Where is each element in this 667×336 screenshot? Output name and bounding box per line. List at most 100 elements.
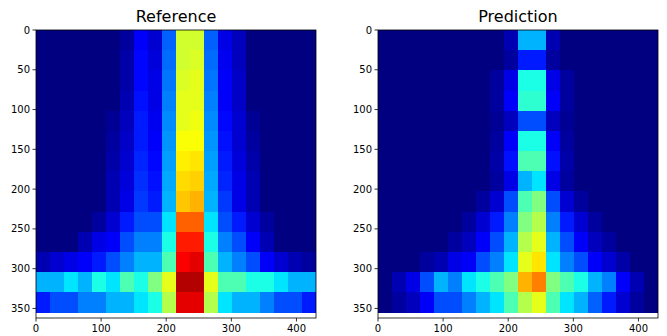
heatmap-cell: [574, 232, 589, 253]
heatmap-cell: [64, 91, 79, 112]
y-tick: [375, 149, 379, 150]
heatmap-cell: [392, 292, 407, 313]
heatmap-cell: [92, 50, 107, 71]
heatmap-cell: [504, 171, 519, 192]
heatmap-cell: [546, 292, 561, 313]
heatmap-cell: [546, 111, 561, 132]
heatmap-cell: [246, 171, 261, 192]
heatmap-cell: [204, 171, 219, 192]
heatmap-cell: [120, 171, 135, 192]
heatmap-cell: [588, 272, 603, 293]
heatmap-cell: [560, 91, 575, 112]
y-tick: [33, 189, 37, 190]
heatmap-cell: [162, 232, 177, 253]
heatmap-cell: [134, 111, 149, 132]
heatmap-cell: [504, 50, 519, 71]
heatmap-cell: [288, 272, 303, 293]
heatmap-cell: [462, 171, 477, 192]
heatmap-cell: [36, 50, 51, 71]
heatmap-cell: [274, 272, 289, 293]
heatmap-cell: [274, 30, 289, 51]
heatmap-cell: [260, 30, 275, 51]
heatmap-cell: [476, 171, 491, 192]
heatmap-cell: [232, 131, 247, 152]
heatmap-cell: [630, 292, 645, 313]
heatmap-cell: [92, 131, 107, 152]
y-tick-label: 150: [353, 144, 372, 155]
heatmap-cell: [176, 292, 191, 313]
heatmap-cell: [406, 70, 421, 91]
heatmap-cell: [448, 171, 463, 192]
heatmap-cell: [420, 111, 435, 132]
heatmap-cell: [64, 111, 79, 132]
heatmap-cell: [378, 91, 393, 112]
heatmap-cell: [64, 292, 79, 313]
heatmap-cell: [588, 111, 603, 132]
x-tick-label: 300: [564, 323, 583, 334]
heatmap-cell: [204, 91, 219, 112]
heatmap-cell: [92, 232, 107, 253]
heatmap-cell: [120, 252, 135, 273]
heatmap-cells: [36, 30, 316, 313]
heatmap-cell: [448, 151, 463, 172]
y-tick: [33, 109, 37, 110]
heatmap-cell: [546, 252, 561, 273]
heatmap-cell: [148, 212, 163, 233]
heatmap-cell: [302, 30, 316, 51]
heatmap-cell: [644, 70, 658, 91]
heatmap-cell: [120, 131, 135, 152]
x-tick: [296, 318, 297, 322]
heatmap-cell: [288, 70, 303, 91]
heatmap-cell: [92, 171, 107, 192]
heatmap-cell: [176, 111, 191, 132]
y-tick: [33, 30, 37, 31]
heatmap-cell: [588, 50, 603, 71]
heatmap-cell: [260, 292, 275, 313]
heatmap-cell: [602, 292, 617, 313]
y-tick: [375, 308, 379, 309]
heatmap-cell: [148, 50, 163, 71]
heatmap-cell: [616, 212, 631, 233]
heatmap-cell: [476, 91, 491, 112]
heatmap-cell: [92, 191, 107, 212]
heatmap-cell: [630, 111, 645, 132]
heatmap-cell: [162, 171, 177, 192]
heatmap-cell: [518, 151, 533, 172]
heatmap-cell: [630, 70, 645, 91]
y-tick: [375, 69, 379, 70]
x-tick: [378, 318, 379, 322]
heatmap-cell: [190, 151, 205, 172]
heatmap-cell: [106, 131, 121, 152]
heatmap-cell: [204, 212, 219, 233]
heatmap-cell: [302, 50, 316, 71]
heatmap-cell: [378, 171, 393, 192]
heatmap-cell: [302, 292, 316, 313]
heatmap-cell: [560, 292, 575, 313]
heatmap-cell: [190, 232, 205, 253]
heatmap-cell: [588, 212, 603, 233]
heatmap-cell: [274, 151, 289, 172]
heatmap-cell: [148, 131, 163, 152]
heatmap-cell: [462, 272, 477, 293]
heatmap-cell: [518, 50, 533, 71]
heatmap-cell: [532, 272, 547, 293]
heatmap-cell: [106, 212, 121, 233]
x-tick: [638, 318, 639, 322]
heatmap-cell: [420, 151, 435, 172]
heatmap-cell: [490, 212, 505, 233]
heatmap-cell: [260, 212, 275, 233]
heatmap-cell: [120, 30, 135, 51]
heatmap-cell: [434, 232, 449, 253]
heatmap-cell: [134, 272, 149, 293]
heatmap-cell: [392, 272, 407, 293]
heatmap-cell: [616, 272, 631, 293]
heatmap-cell: [420, 50, 435, 71]
heatmap-cell: [420, 272, 435, 293]
heatmap-cell: [420, 292, 435, 313]
heatmap-cell: [434, 131, 449, 152]
heatmap-cell: [64, 30, 79, 51]
heatmap-cell: [602, 91, 617, 112]
y-tick: [33, 69, 37, 70]
plot-background: [36, 30, 316, 318]
heatmap-cell: [588, 91, 603, 112]
